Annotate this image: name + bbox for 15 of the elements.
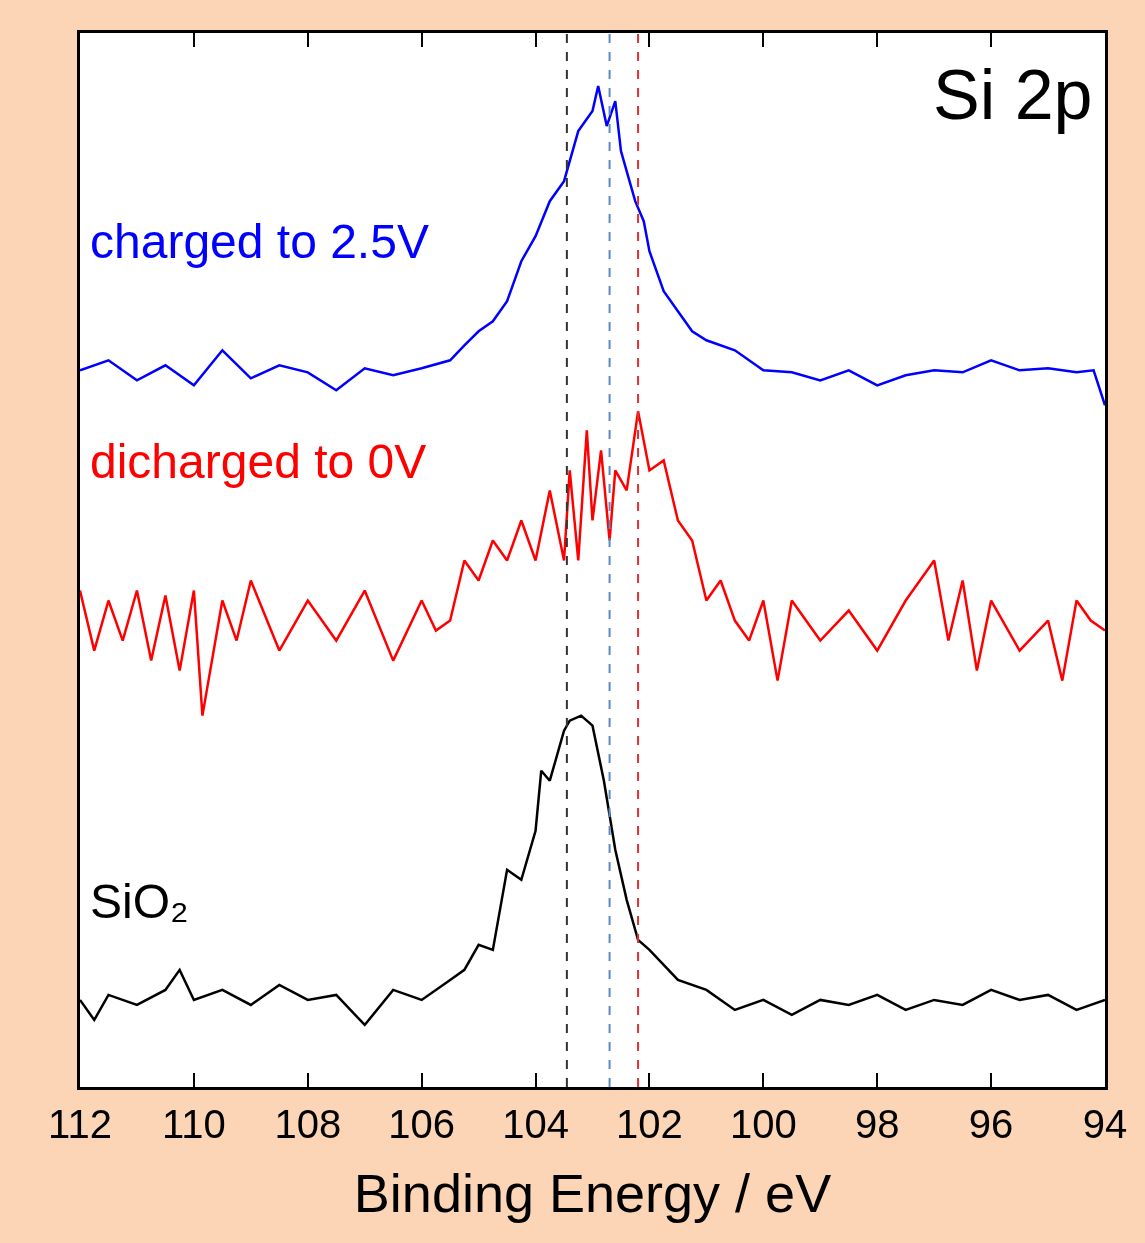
annotation: Si 2p	[933, 56, 1093, 134]
x-tick-label: 100	[729, 1101, 797, 1146]
x-axis-title: Binding Energy / eV	[353, 1163, 832, 1224]
x-tick-label: 112	[48, 1101, 112, 1146]
x-tick-label: 108	[274, 1101, 342, 1146]
x-tick-label: 104	[502, 1101, 569, 1146]
series-label: dicharged to 0V	[90, 435, 427, 488]
series-label: SiO₂	[90, 875, 189, 928]
x-tick-label: 94	[1082, 1101, 1128, 1146]
x-tick-label: 102	[616, 1101, 683, 1146]
x-tick-label: 98	[854, 1101, 900, 1146]
x-tick-label: 106	[388, 1101, 456, 1146]
series-label: charged to 2.5V	[90, 215, 429, 268]
x-tick-label: 96	[968, 1101, 1014, 1146]
x-tick-label: 110	[162, 1101, 226, 1146]
